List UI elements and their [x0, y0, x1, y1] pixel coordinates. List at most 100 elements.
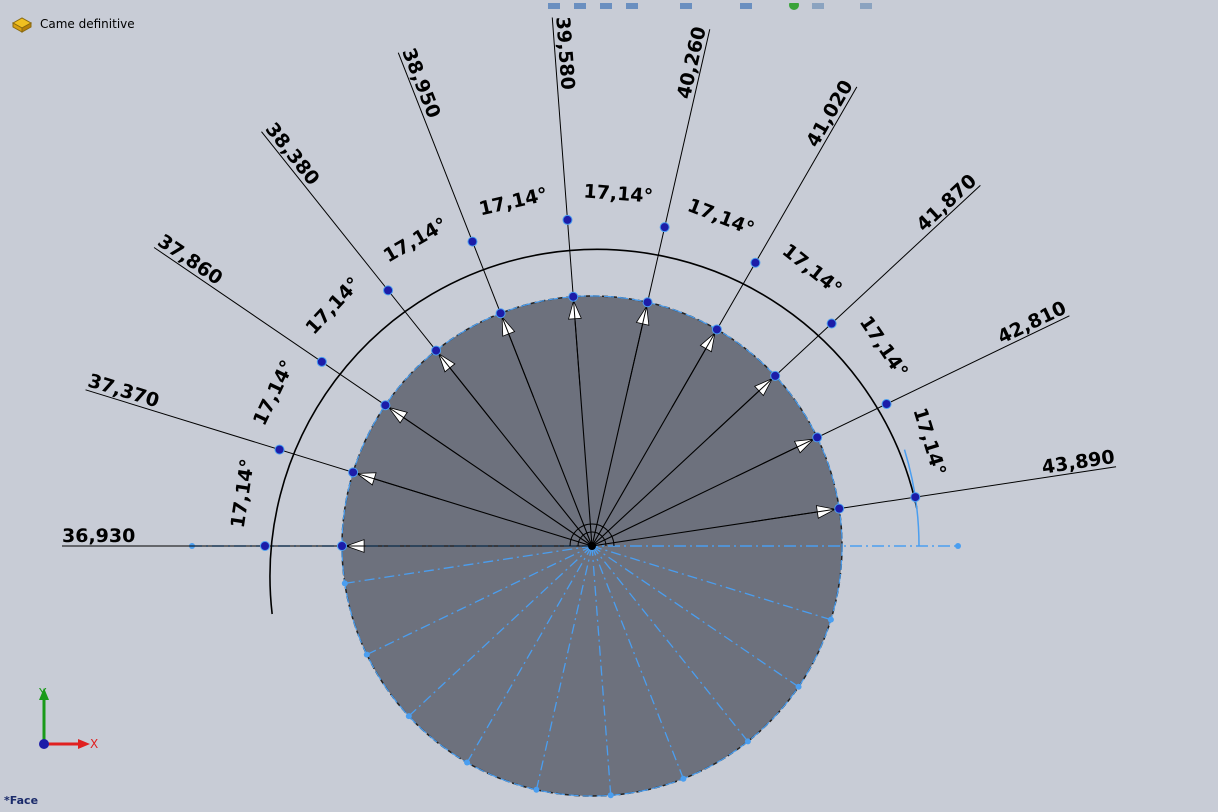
construction-endpoint[interactable] — [795, 683, 802, 690]
centerline-endpoint[interactable] — [955, 543, 961, 549]
sketch-point[interactable] — [260, 541, 270, 551]
radius-dimension-label[interactable]: 41,020 — [802, 76, 858, 151]
angle-dimension-label[interactable]: 17,14° — [778, 240, 846, 301]
sketch-point[interactable] — [659, 222, 670, 233]
construction-endpoint[interactable] — [405, 713, 412, 720]
construction-endpoint[interactable] — [533, 786, 540, 793]
part-icon — [11, 17, 33, 33]
feature-tree-part-item[interactable]: Came definitive — [10, 14, 135, 34]
x-axis-label: X — [90, 737, 98, 751]
heads-up-toolbar[interactable] — [540, 0, 890, 12]
sketch-point[interactable] — [562, 214, 573, 225]
construction-ray[interactable] — [591, 545, 799, 688]
center-angle-marker — [569, 523, 615, 547]
construction-ray[interactable] — [535, 545, 593, 790]
sketch-point[interactable] — [881, 398, 892, 409]
display-style-icon[interactable] — [680, 3, 692, 9]
construction-ray[interactable] — [591, 545, 832, 621]
angle-dimension-label[interactable]: 17,14° — [380, 213, 451, 267]
sketch-point[interactable] — [337, 541, 347, 551]
construction-ray[interactable] — [591, 545, 684, 779]
radius-dimension-label[interactable]: 36,930 — [62, 525, 135, 547]
construction-endpoint[interactable] — [341, 580, 348, 587]
sketch-point[interactable] — [274, 444, 285, 455]
sketch-point[interactable] — [348, 467, 359, 478]
section-view-icon[interactable] — [626, 3, 638, 9]
dimension-leader[interactable] — [735, 315, 1070, 477]
radius-dimension-label[interactable]: 37,860 — [154, 230, 227, 289]
zoom-fit-icon[interactable] — [574, 3, 586, 9]
radius-dimension-label[interactable]: 40,260 — [673, 25, 711, 101]
angle-dimension-label[interactable]: 17,14° — [227, 457, 259, 529]
view-settings-icon[interactable] — [860, 3, 872, 9]
construction-ray[interactable] — [344, 545, 593, 585]
x-axis-arrowhead — [78, 739, 90, 749]
origin-point — [39, 739, 49, 749]
construction-ray[interactable] — [466, 545, 593, 763]
radius-dimension-label[interactable]: 37,370 — [85, 370, 162, 413]
construction-endpoint[interactable] — [363, 651, 370, 658]
view-orientation-icon[interactable] — [548, 3, 560, 9]
dimension-leader[interactable] — [750, 466, 1117, 523]
radius-dimension-label[interactable]: 43,890 — [1040, 446, 1116, 479]
center-angle-marker — [577, 531, 607, 547]
construction-ray[interactable] — [366, 545, 593, 656]
sketch-point[interactable] — [568, 291, 579, 302]
appearance-icon[interactable] — [789, 0, 799, 10]
angular-dimension-arc[interactable] — [269, 248, 918, 615]
dimension-leader[interactable] — [261, 131, 493, 422]
dimension-leader[interactable] — [671, 86, 858, 408]
radius-dimension-label[interactable]: 41,870 — [912, 170, 981, 236]
construction-endpoint[interactable] — [827, 616, 834, 623]
angle-dimension-label[interactable]: 17,14° — [301, 273, 364, 339]
sketch-point[interactable] — [750, 257, 761, 268]
sketch-point[interactable] — [910, 492, 921, 503]
dimension-leader[interactable] — [708, 184, 981, 438]
sketch-point[interactable] — [711, 324, 722, 335]
dimension-leader[interactable] — [397, 52, 534, 398]
sketch-point[interactable] — [383, 285, 394, 296]
sketch-point[interactable] — [431, 345, 442, 356]
construction-ray[interactable] — [591, 545, 749, 742]
center-point[interactable] — [588, 542, 596, 550]
scene-icon[interactable] — [812, 3, 824, 9]
sketch-point[interactable] — [495, 308, 506, 319]
selection-status-label: *Face — [4, 794, 39, 807]
construction-endpoint[interactable] — [744, 738, 751, 745]
radius-dimension-label[interactable]: 39,580 — [551, 16, 578, 91]
sketch-point[interactable] — [642, 297, 653, 308]
sketch-point[interactable] — [316, 356, 327, 367]
construction-endpoint[interactable] — [680, 775, 687, 782]
angle-dimension-label[interactable]: 17,14° — [908, 405, 950, 478]
sketch-point[interactable] — [826, 318, 837, 329]
dimension-leader[interactable] — [153, 247, 461, 457]
angle-dimension-label[interactable]: 17,14° — [855, 312, 912, 382]
sketch-point[interactable] — [834, 503, 845, 514]
sketch-point[interactable] — [467, 236, 478, 247]
sketch-point[interactable] — [812, 432, 823, 443]
sketch-point[interactable] — [380, 400, 391, 411]
y-axis-arrowhead — [39, 688, 49, 700]
radius-dimension-label[interactable]: 38,380 — [261, 119, 324, 190]
construction-ray[interactable] — [408, 545, 593, 717]
angle-dimension-label[interactable]: 17,14° — [477, 183, 550, 220]
radius-dimension-label[interactable]: 42,810 — [994, 297, 1070, 349]
hide-show-icon[interactable] — [740, 3, 752, 9]
angle-dimension-label[interactable]: 17,14° — [583, 180, 654, 207]
zoom-area-icon[interactable] — [600, 3, 612, 9]
y-axis-label: Y — [38, 686, 47, 700]
construction-endpoint[interactable] — [607, 792, 614, 799]
construction-ray[interactable] — [591, 545, 612, 796]
sketch-point[interactable] — [770, 370, 781, 381]
dimension-leader[interactable] — [627, 29, 711, 391]
construction-endpoint[interactable] — [464, 759, 471, 766]
radius-dimension-label[interactable]: 38,950 — [397, 45, 444, 121]
angle-dimension-label[interactable]: 17,14° — [684, 194, 757, 240]
dimension-leader[interactable] — [551, 17, 581, 387]
coordinate-triad: Y X — [38, 686, 98, 751]
dimension-leader[interactable] — [85, 389, 440, 500]
angle-dimension-label[interactable]: 17,14° — [249, 357, 299, 429]
part-name: Came definitive — [40, 17, 135, 31]
